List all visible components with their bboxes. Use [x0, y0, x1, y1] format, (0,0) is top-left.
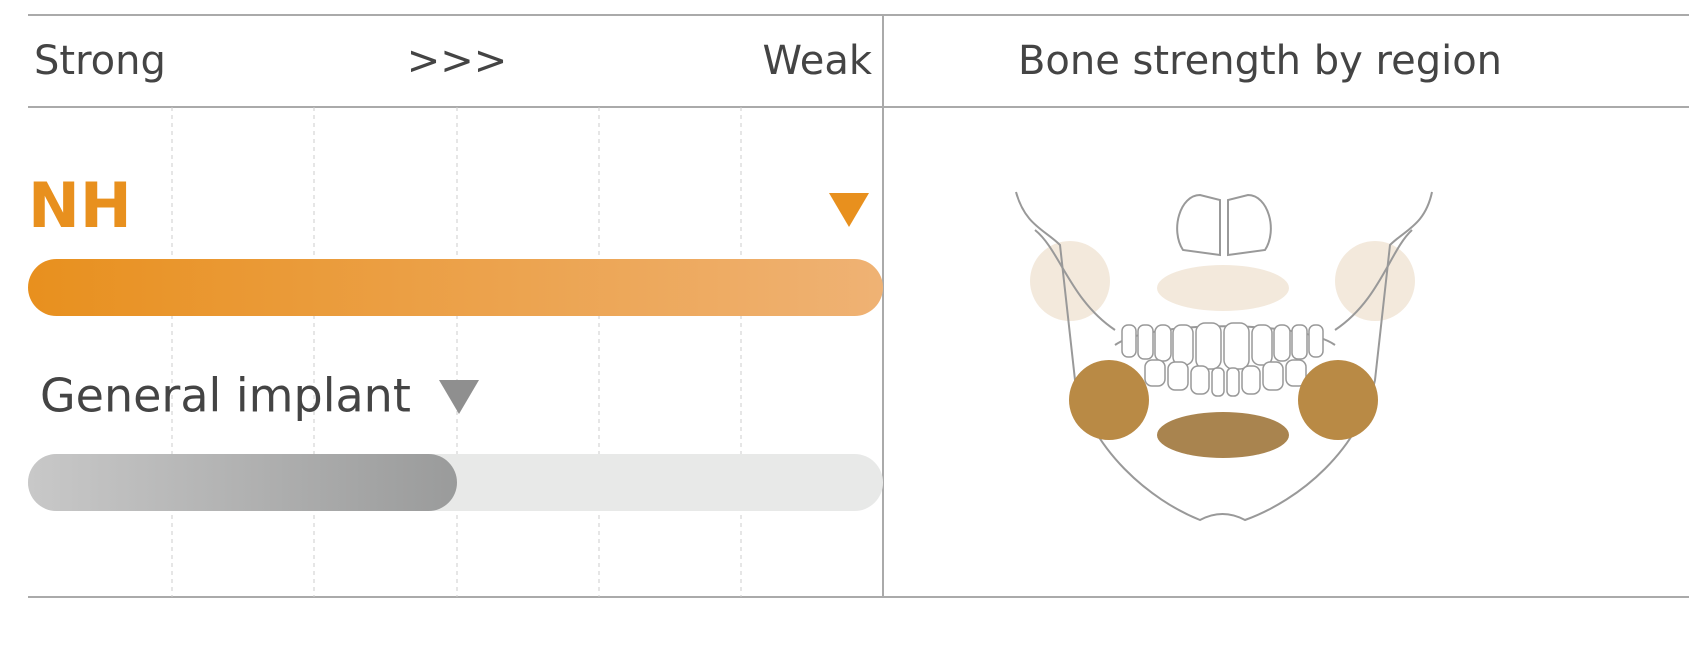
- infographic: Strong >>> Weak Bone strength by region …: [0, 0, 1689, 669]
- general-marker: [439, 380, 479, 414]
- nh-bar: [28, 259, 883, 316]
- nh-label: NH: [28, 169, 132, 242]
- dashed-guides: [172, 107, 741, 597]
- jaw-illustration: [1016, 192, 1432, 520]
- region-title: Bone strength by region: [1018, 38, 1502, 84]
- general-label: General implant: [40, 369, 411, 423]
- nh-marker: [829, 193, 869, 227]
- weak-label: Weak: [763, 38, 873, 84]
- arrows-label: >>>: [407, 38, 508, 84]
- general-bar: [28, 454, 457, 511]
- strong-label: Strong: [34, 38, 166, 84]
